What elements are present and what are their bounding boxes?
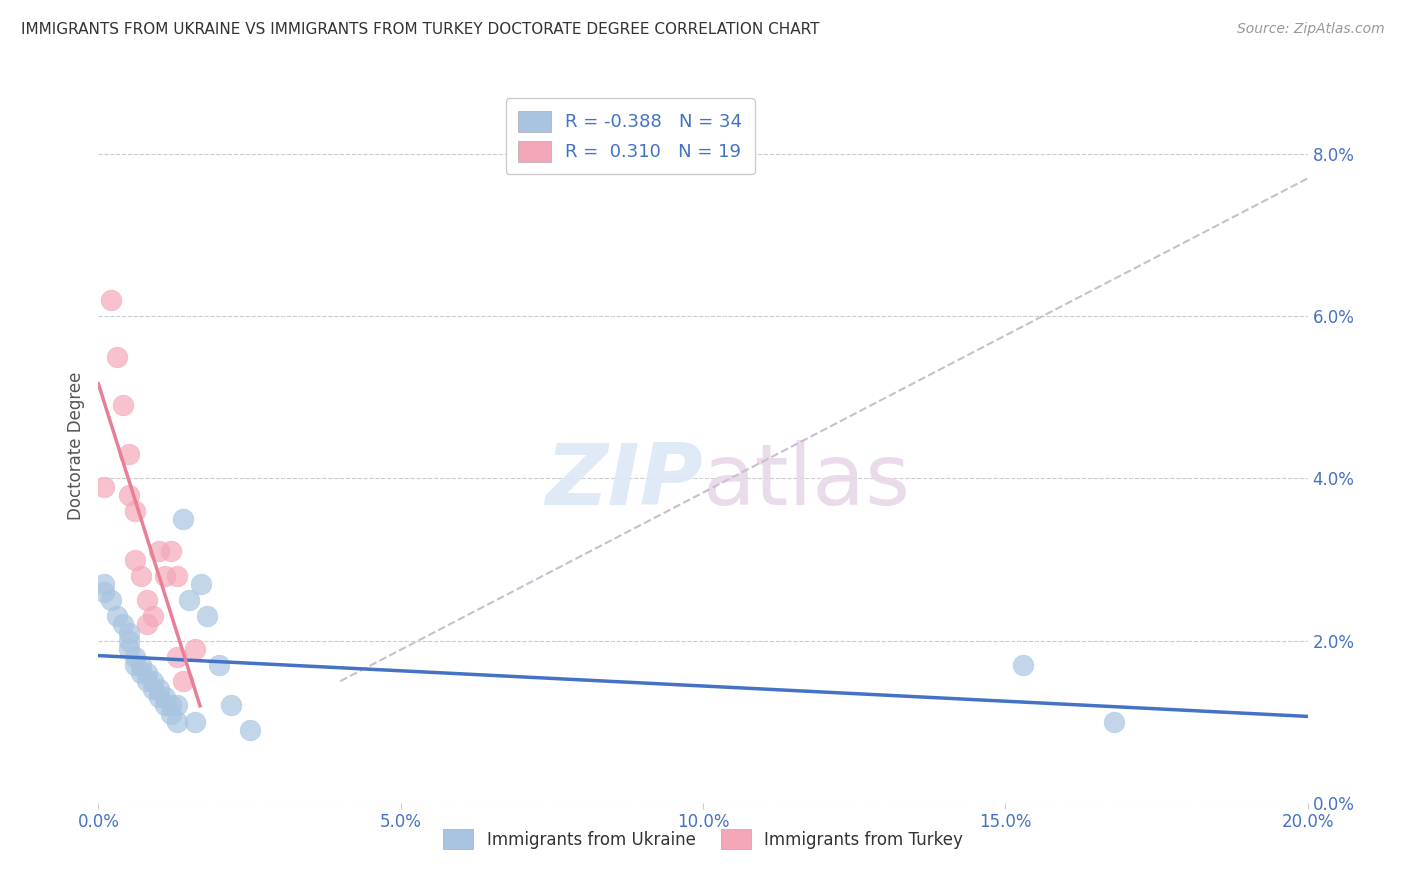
Point — [184, 641, 207, 656]
Point — [153, 698, 176, 713]
Point — [118, 641, 141, 656]
Legend: Immigrants from Ukraine, Immigrants from Turkey: Immigrants from Ukraine, Immigrants from… — [433, 820, 973, 859]
Point — [166, 568, 188, 582]
Point — [172, 674, 194, 689]
Point — [190, 577, 212, 591]
Text: IMMIGRANTS FROM UKRAINE VS IMMIGRANTS FROM TURKEY DOCTORATE DEGREE CORRELATION C: IMMIGRANTS FROM UKRAINE VS IMMIGRANTS FR… — [21, 22, 820, 37]
Text: atlas: atlas — [703, 440, 911, 524]
Point — [153, 568, 176, 582]
Point — [166, 649, 188, 664]
Point — [118, 633, 141, 648]
Point — [124, 504, 146, 518]
Point — [93, 479, 115, 493]
Point — [118, 625, 141, 640]
Point — [135, 666, 157, 681]
Point — [93, 577, 115, 591]
Point — [195, 609, 218, 624]
Text: Source: ZipAtlas.com: Source: ZipAtlas.com — [1237, 22, 1385, 37]
Point — [93, 585, 115, 599]
Point — [105, 350, 128, 364]
Point — [160, 544, 183, 558]
Point — [208, 657, 231, 672]
Point — [221, 698, 243, 713]
Point — [148, 682, 170, 697]
Point — [142, 609, 165, 624]
Point — [166, 714, 188, 729]
Point — [1102, 714, 1125, 729]
Point — [100, 593, 122, 607]
Point — [239, 723, 262, 737]
Point — [124, 649, 146, 664]
Point — [129, 666, 152, 681]
Point — [166, 698, 188, 713]
Point — [129, 657, 152, 672]
Point — [179, 593, 201, 607]
Point — [160, 706, 183, 721]
Point — [148, 544, 170, 558]
Point — [135, 593, 157, 607]
Point — [135, 617, 157, 632]
Point — [129, 568, 152, 582]
Point — [118, 488, 141, 502]
Point — [142, 682, 165, 697]
Point — [118, 447, 141, 461]
Point — [148, 690, 170, 705]
Point — [160, 698, 183, 713]
Point — [142, 674, 165, 689]
Point — [153, 690, 176, 705]
Point — [100, 293, 122, 307]
Point — [135, 674, 157, 689]
Point — [1012, 657, 1035, 672]
Point — [111, 399, 134, 413]
Point — [124, 552, 146, 566]
Y-axis label: Doctorate Degree: Doctorate Degree — [66, 372, 84, 520]
Text: ZIP: ZIP — [546, 440, 703, 524]
Point — [172, 512, 194, 526]
Point — [111, 617, 134, 632]
Point — [105, 609, 128, 624]
Point — [124, 657, 146, 672]
Point — [184, 714, 207, 729]
